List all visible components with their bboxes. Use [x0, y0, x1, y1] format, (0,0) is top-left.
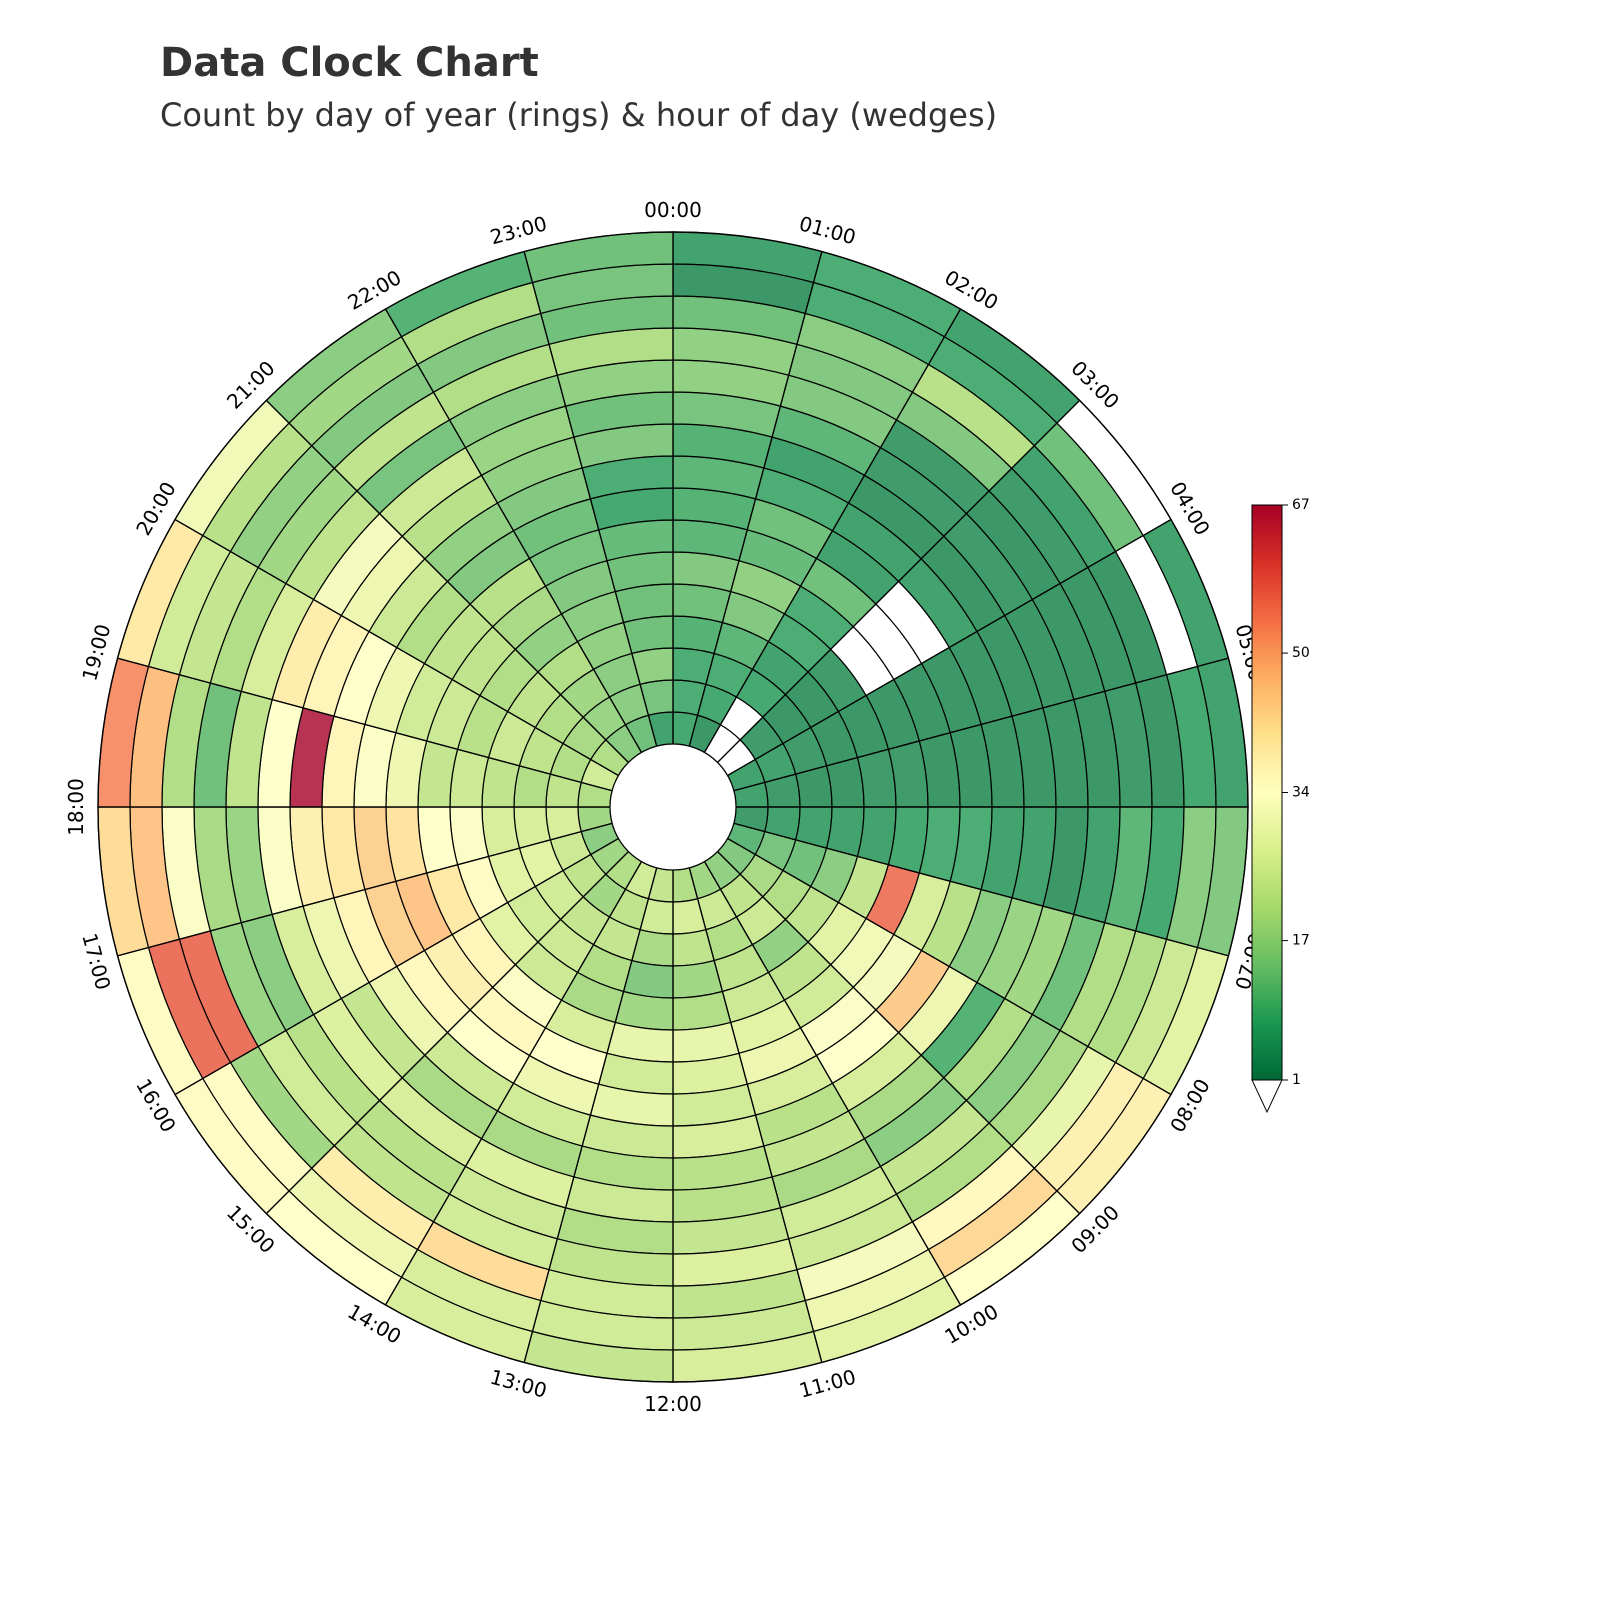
colorbar-tick-label: 34: [1292, 785, 1310, 801]
wedge-cell: [825, 756, 865, 808]
hour-label: 13:00: [488, 1365, 550, 1403]
colorbar-under-extension: [1251, 1079, 1283, 1114]
wedge-cell: [481, 806, 521, 858]
outer-ring: [97, 231, 1249, 1383]
spoke-line: [727, 518, 1172, 777]
spoke-line: [117, 822, 613, 957]
hour-label: 18:00: [64, 778, 88, 836]
spoke-line: [703, 861, 962, 1306]
spoke-line: [733, 822, 1229, 957]
chart-title: Data Clock Chart: [160, 40, 539, 86]
spoke-line: [265, 851, 629, 1215]
wedge-cells: [97, 231, 1249, 1383]
hour-label: 19:00: [77, 622, 115, 684]
spoke-line: [523, 251, 658, 747]
wedge-spokes: [97, 231, 1249, 1383]
wedge-cell: [672, 615, 724, 655]
spoke-line: [384, 861, 643, 1306]
spoke-line: [688, 867, 823, 1363]
hour-label: 11:00: [797, 1365, 859, 1403]
colorbar-tick-label: 50: [1292, 645, 1310, 661]
spoke-line: [717, 851, 1081, 1215]
colorbar-gradient: [1251, 504, 1283, 1081]
spoke-line: [733, 657, 1229, 792]
spoke-line: [265, 399, 629, 763]
spoke-line: [117, 657, 613, 792]
hour-label: 00:00: [644, 198, 702, 222]
spoke-line: [703, 308, 962, 753]
center-hole: [609, 743, 737, 871]
hour-label: 17:00: [77, 931, 115, 993]
colorbar-tick-label: 67: [1292, 497, 1310, 513]
spoke-line: [688, 251, 823, 747]
spoke-line: [717, 399, 1081, 763]
wedge-cell: [672, 959, 724, 999]
wedge-cell: [825, 806, 865, 858]
wedge-cell: [622, 615, 674, 655]
hour-label: 12:00: [644, 1392, 702, 1416]
colorbar-tick-label: 17: [1292, 933, 1310, 949]
wedge-cell: [481, 756, 521, 808]
hour-label: 23:00: [488, 211, 550, 249]
spoke-line: [174, 837, 619, 1096]
spoke-line: [384, 308, 643, 753]
spoke-line: [523, 867, 658, 1363]
wedge-cell: [622, 959, 674, 999]
spoke-line: [727, 837, 1172, 1096]
chart-subtitle: Count by day of year (rings) & hour of d…: [160, 96, 998, 134]
colorbar: 1 17 34 50 67: [1251, 497, 1310, 1114]
hour-label: 01:00: [797, 211, 859, 249]
spoke-line: [174, 518, 619, 777]
colorbar-tick-label: 1: [1292, 1072, 1301, 1088]
